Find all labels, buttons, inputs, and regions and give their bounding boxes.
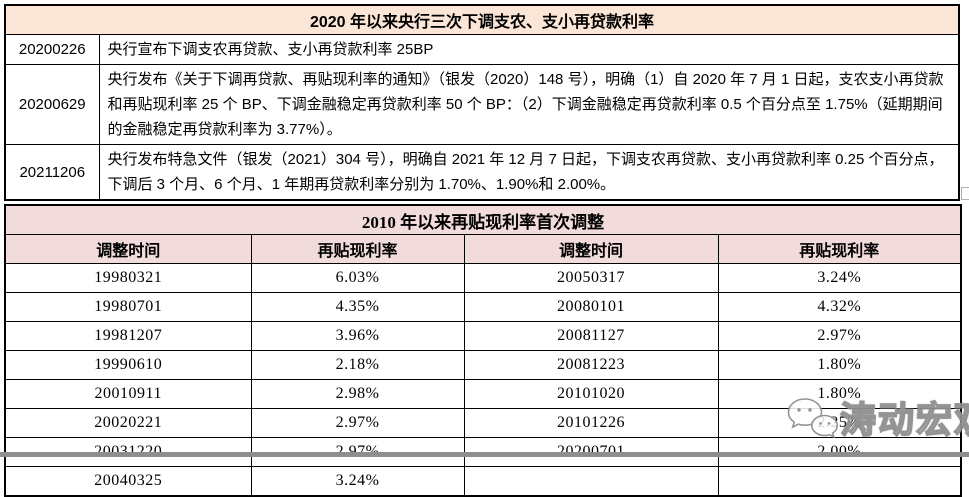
rate-cell: 2.98% <box>250 379 465 409</box>
rate-cell: 2.97% <box>250 408 465 438</box>
date-cell: 20081127 <box>463 321 719 351</box>
table-row: 20020221 2.97% 20101226 2.25% <box>4 408 962 438</box>
description-cell: 央行发布《关于下调再贷款、再贴现利率的通知》（银发（2020）148 号），明确… <box>98 64 960 145</box>
column-header: 再贴现利率 <box>250 234 465 264</box>
rate-cell: 2.97% <box>717 321 962 351</box>
table-row: 20040325 3.24% <box>4 466 962 497</box>
date-cell: 20200629 <box>4 64 100 145</box>
date-cell: 20101226 <box>463 408 719 438</box>
rate-cell: 2.18% <box>250 350 465 380</box>
table-header-row: 调整时间 再贴现利率 调整时间 再贴现利率 <box>4 234 962 264</box>
rate-cell: 4.32% <box>717 292 962 322</box>
table-row: 2020 年以来央行三次下调支农、支小再贷款利率 <box>4 4 960 35</box>
description-cell: 央行发布特急文件（银发（2021）304 号），明确自 2021 年 12 月 … <box>98 144 960 201</box>
date-cell: 20080101 <box>463 292 719 322</box>
date-cell <box>463 466 719 497</box>
date-cell: 19990610 <box>4 350 252 380</box>
table-row: 20200629 央行发布《关于下调再贷款、再贴现利率的通知》（银发（2020）… <box>4 64 960 145</box>
date-cell: 20050317 <box>463 263 719 293</box>
rate-cell: 1.80% <box>717 379 962 409</box>
table1-title: 2020 年以来央行三次下调支农、支小再贷款利率 <box>4 4 960 35</box>
table-row: 20010911 2.98% 20101020 1.80% <box>4 379 962 409</box>
date-cell: 20040325 <box>4 466 252 497</box>
column-header: 调整时间 <box>4 234 252 264</box>
description-cell: 央行宣布下调支农再贷款、支小再贷款利率 25BP <box>98 34 960 65</box>
table-row: 19990610 2.18% 20081223 1.80% <box>4 350 962 380</box>
date-cell: 20200226 <box>4 34 100 65</box>
date-cell: 20010911 <box>4 379 252 409</box>
date-cell: 20101020 <box>463 379 719 409</box>
rate-cell <box>717 466 962 497</box>
relending-rate-cuts-table: 2020 年以来央行三次下调支农、支小再贷款利率 20200226 央行宣布下调… <box>4 4 960 201</box>
date-cell: 19980321 <box>4 263 252 293</box>
rate-cell: 2.25% <box>717 408 962 438</box>
date-cell: 19981207 <box>4 321 252 351</box>
table-row: 20211206 央行发布特急文件（银发（2021）304 号），明确自 202… <box>4 144 960 201</box>
rate-cell: 1.80% <box>717 350 962 380</box>
table-row: 19980701 4.35% 20080101 4.32% <box>4 292 962 322</box>
rate-cell: 3.24% <box>250 466 465 497</box>
bottom-edge-bar <box>0 452 969 457</box>
column-header: 再贴现利率 <box>717 234 962 264</box>
date-cell: 20020221 <box>4 408 252 438</box>
table-row: 20200226 央行宣布下调支农再贷款、支小再贷款利率 25BP <box>4 34 960 65</box>
date-cell: 20081223 <box>463 350 719 380</box>
rate-cell: 3.24% <box>717 263 962 293</box>
table2-title: 2010 年以来再贴现利率首次调整 <box>4 204 962 235</box>
document-page: 2020 年以来央行三次下调支农、支小再贷款利率 20200226 央行宣布下调… <box>4 4 962 497</box>
table-row: 19980321 6.03% 20050317 3.24% <box>4 263 962 293</box>
table-row: 19981207 3.96% 20081127 2.97% <box>4 321 962 351</box>
table-row: 2010 年以来再贴现利率首次调整 <box>4 204 962 235</box>
date-cell: 20211206 <box>4 144 100 201</box>
rate-cell: 6.03% <box>250 263 465 293</box>
date-cell: 19980701 <box>4 292 252 322</box>
rate-cell: 3.96% <box>250 321 465 351</box>
rate-cell: 4.35% <box>250 292 465 322</box>
spreadsheet-artifact <box>961 187 969 200</box>
column-header: 调整时间 <box>463 234 719 264</box>
